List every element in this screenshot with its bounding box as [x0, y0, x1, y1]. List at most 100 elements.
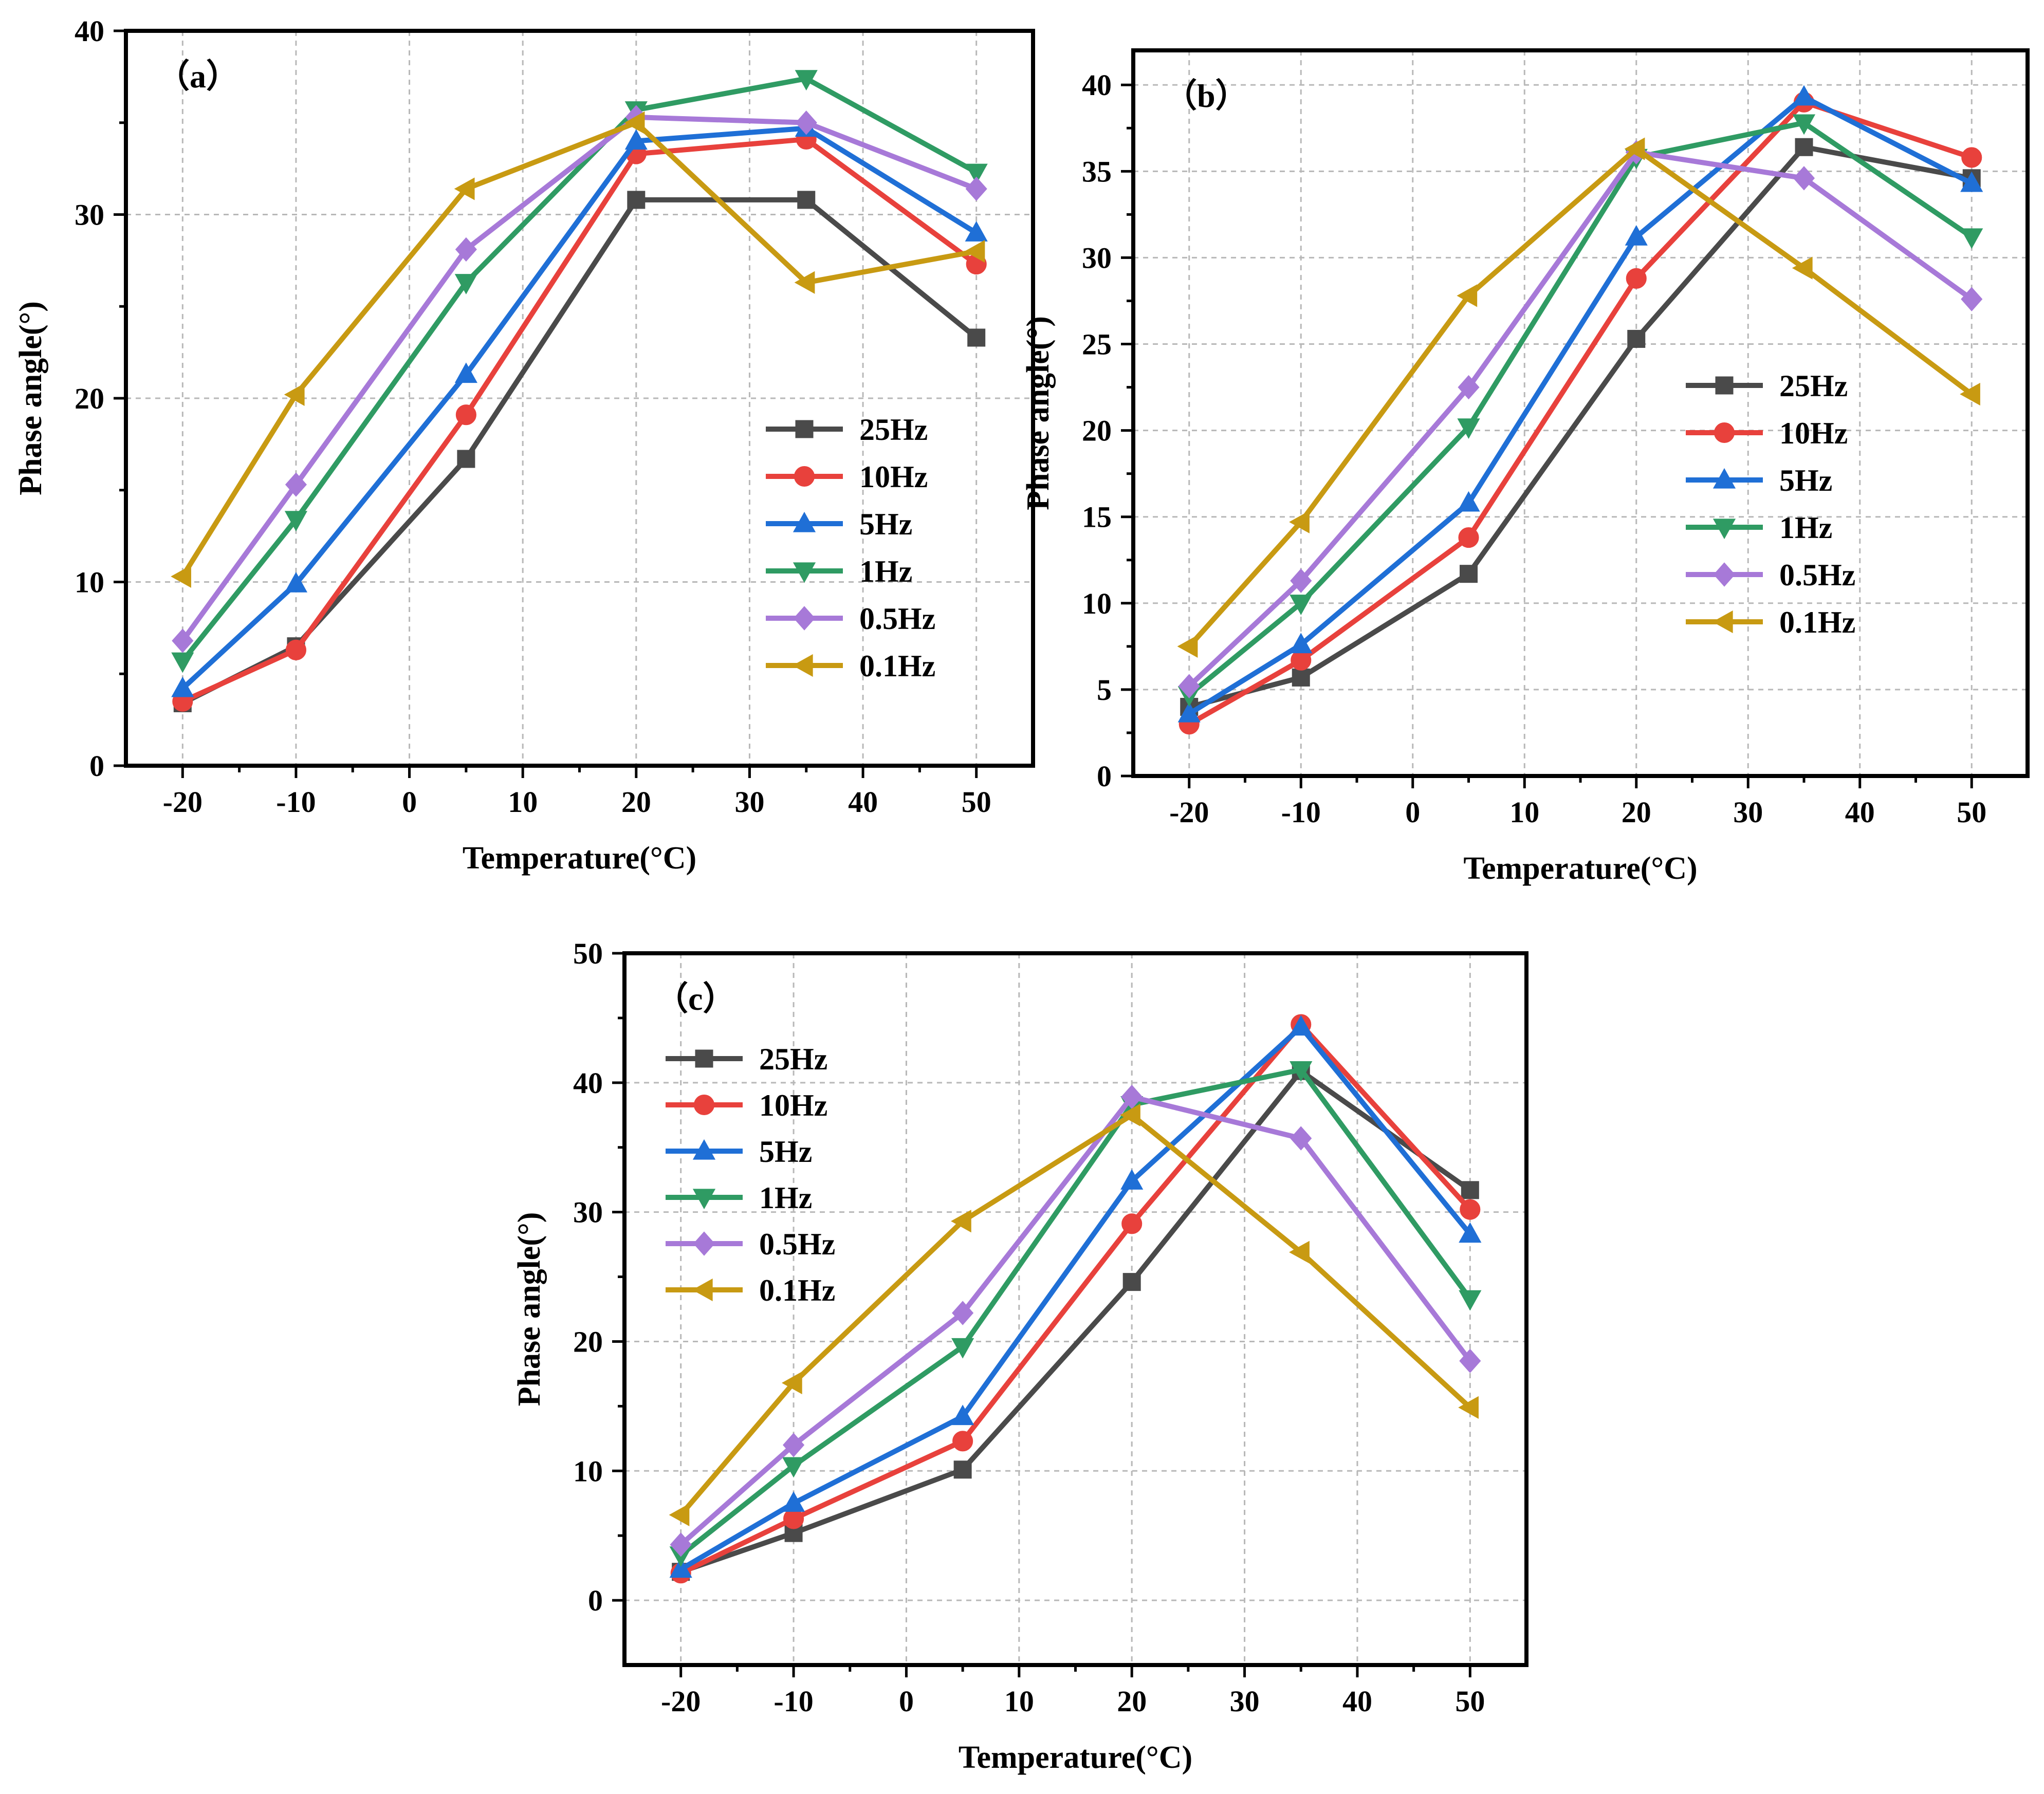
data-point [171, 676, 194, 697]
legend-marker [695, 1049, 713, 1068]
data-point [952, 1301, 974, 1325]
x-axis-title: Temperature(°C) [463, 841, 696, 876]
plot-area [624, 953, 1526, 1665]
series-line [1187, 146, 1974, 649]
legend: 25Hz 10Hz 5Hz 1Hz 0.5Hz 0.1Hz [666, 1042, 835, 1307]
series-line [680, 1068, 1472, 1575]
data-point [1625, 225, 1648, 246]
data-point [797, 191, 816, 209]
data-point [669, 1557, 692, 1578]
legend-label: 10Hz [859, 460, 928, 494]
series-line [180, 76, 978, 663]
x-tick-label: 10 [508, 785, 538, 819]
x-tick-label: -20 [661, 1685, 701, 1718]
data-point [1627, 329, 1646, 348]
panel-label: （b） [1164, 78, 1248, 114]
data-point [1626, 268, 1647, 289]
data-point [1290, 1061, 1313, 1082]
x-tick-label: -10 [774, 1685, 813, 1718]
series-5Hz [669, 1015, 1482, 1578]
y-tick-label: 35 [1082, 155, 1112, 188]
x-tick-label: 50 [962, 785, 991, 819]
series-line [1188, 144, 1973, 710]
y-tick-label: 40 [573, 1066, 603, 1100]
legend-marker [1712, 519, 1736, 540]
legend-label: 10Hz [1779, 416, 1848, 450]
data-point [670, 1532, 692, 1557]
data-point [284, 511, 308, 532]
legend-label: 0.1Hz [759, 1273, 835, 1307]
series-0.5Hz [1178, 140, 1983, 698]
data-point [952, 1431, 973, 1452]
data-point [1458, 375, 1480, 400]
data-point [1458, 1396, 1479, 1419]
series-line [1188, 94, 1973, 716]
data-point [1290, 568, 1312, 593]
x-tick-label: 0 [402, 785, 417, 819]
legend-marker [693, 1231, 715, 1256]
x-tick-label: 0 [899, 1685, 914, 1718]
series-1Hz [171, 70, 988, 673]
data-point [1458, 527, 1479, 548]
x-tick-label: 30 [1733, 796, 1763, 829]
x-tick-label: 30 [1230, 1685, 1260, 1718]
series-line [679, 1067, 1472, 1557]
x-tick-label: 40 [1845, 796, 1875, 829]
legend-marker [1713, 562, 1736, 587]
data-point [1793, 166, 1815, 191]
series-line [180, 115, 978, 642]
data-point [965, 176, 987, 201]
data-point [1960, 228, 1983, 249]
y-tick-label: 15 [1082, 501, 1112, 534]
data-point [284, 383, 305, 406]
y-axis-title: Phase angle(°) [1021, 316, 1056, 510]
y-tick-label: 5 [1097, 673, 1112, 707]
legend-marker [1712, 610, 1733, 634]
data-point [951, 1338, 974, 1359]
x-tick-label: 20 [1622, 796, 1651, 829]
chart-panel-a: -20 -10 0 10 20 30 40 50 0 10 20 30 40 Temperature(°C… [13, 14, 1035, 876]
legend-marker [792, 654, 813, 677]
data-point [669, 1503, 690, 1526]
data-point [457, 450, 475, 468]
data-point [951, 1404, 974, 1426]
data-point [1457, 284, 1478, 307]
data-point [1122, 1273, 1141, 1291]
series-line [1187, 120, 1974, 697]
data-point [1290, 1015, 1313, 1036]
legend-marker [793, 562, 816, 583]
data-point [1457, 491, 1480, 512]
data-point [794, 271, 815, 294]
x-tick-label: 30 [734, 785, 764, 819]
series-line [679, 1022, 1472, 1576]
data-point [1290, 633, 1313, 654]
data-point [965, 163, 988, 184]
legend-marker [793, 606, 816, 631]
series-line [180, 120, 977, 578]
y-tick-label: 0 [89, 749, 104, 783]
series-10Hz [670, 1014, 1481, 1584]
legend-label: 5Hz [759, 1135, 812, 1169]
data-point [1178, 674, 1200, 698]
data-point [1795, 138, 1813, 156]
legend-marker [693, 1094, 715, 1116]
x-tick-label: 20 [1117, 1685, 1147, 1718]
data-point [454, 274, 477, 294]
series-0.1Hz [171, 111, 985, 588]
series-line [181, 136, 978, 704]
data-point [1792, 85, 1816, 106]
legend-label: 0.5Hz [1779, 558, 1855, 592]
legend-marker [794, 466, 815, 487]
legend-label: 0.1Hz [1779, 605, 1855, 639]
legend-marker [692, 1189, 716, 1210]
data-point [782, 1433, 805, 1457]
legend: 25Hz 10Hz 5Hz 1Hz 0.5Hz 0.1Hz [1686, 369, 1855, 639]
legend-marker [795, 420, 814, 438]
y-tick-label: 0 [588, 1584, 603, 1617]
legend-label: 0.5Hz [859, 602, 935, 636]
y-tick-label: 40 [1082, 68, 1112, 102]
data-point [964, 239, 985, 263]
chart-panel-b: -20 -10 0 10 20 30 40 50 0 5 10 15 20 25 30 35 40 Tempera… [1021, 48, 2030, 886]
legend-label: 25Hz [759, 1042, 827, 1076]
data-point [1961, 287, 1983, 311]
